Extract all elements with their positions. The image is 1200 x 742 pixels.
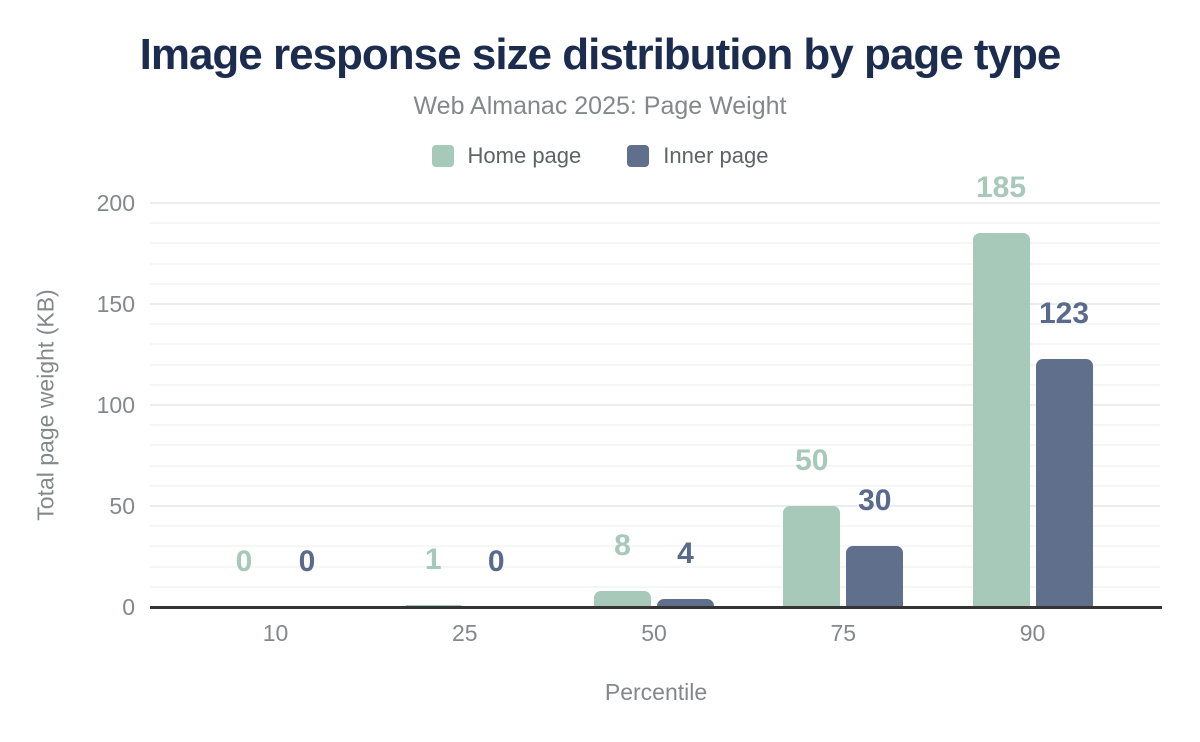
gridline-50 xyxy=(150,505,1160,507)
chart-title: Image response size distribution by page… xyxy=(139,30,1062,79)
gridline-60 xyxy=(150,484,1160,487)
value-label-inner-page-p25: 0 xyxy=(487,545,505,578)
x-axis-labels: 10 25 50 75 90 xyxy=(150,620,1162,648)
gridline-180 xyxy=(150,242,1160,245)
legend: Home page Inner page xyxy=(0,143,1200,169)
gridline-170 xyxy=(150,262,1160,265)
y-axis-labels: 0 50 100 150 200 xyxy=(0,192,135,619)
value-label-home-page-p50: 8 xyxy=(614,528,631,562)
gridline-90 xyxy=(150,424,1160,427)
home-page-swatch-icon xyxy=(431,145,454,167)
value-label-home-page-p90: 185 xyxy=(975,171,1027,205)
y-tick-label-50: 50 xyxy=(109,493,135,519)
value-label-home-page-p25: 1 xyxy=(424,542,442,576)
x-tick-label-75: 75 xyxy=(830,620,857,646)
value-label-inner-page-p10: 0 xyxy=(298,545,316,578)
legend-item-inner-page: Inner page xyxy=(627,143,768,169)
gridline-70 xyxy=(150,464,1160,467)
y-tick-label-100: 100 xyxy=(96,392,135,418)
y-tick-label-200: 200 xyxy=(96,190,135,216)
x-tick-label-90: 90 xyxy=(1019,620,1046,646)
gridline-140 xyxy=(150,323,1160,326)
x-axis-line xyxy=(150,606,1162,609)
value-label-inner-page-p90: 123 xyxy=(1038,296,1090,330)
bar-inner-page-p50[interactable] xyxy=(657,598,714,607)
y-tick-label-150: 150 xyxy=(96,291,135,317)
bar-home-page-p75[interactable] xyxy=(783,506,841,607)
bar-home-page-p90[interactable] xyxy=(972,233,1030,607)
chart-subtitle: Web Almanac 2025: Page Weight xyxy=(413,92,787,120)
value-label-home-page-p10: 0 xyxy=(235,545,253,578)
x-tick-label-50: 50 xyxy=(641,620,667,646)
gridline-120 xyxy=(150,363,1160,366)
gridline-20 xyxy=(150,565,1160,568)
bar-inner-page-p90[interactable] xyxy=(1035,358,1093,607)
gridline-80 xyxy=(150,444,1160,447)
gridline-160 xyxy=(150,282,1160,285)
gridline-130 xyxy=(150,343,1160,346)
bar-home-page-p25[interactable] xyxy=(404,604,462,607)
bar-home-page-p50[interactable] xyxy=(594,590,651,607)
gridline-30 xyxy=(150,545,1160,548)
plot-area: 0 0 1 0 8 4 50 30 185 123 xyxy=(150,173,1162,609)
bar-inner-page-p75[interactable] xyxy=(846,546,904,607)
y-tick-label-0: 0 xyxy=(122,594,135,620)
x-axis-title: Percentile xyxy=(604,679,708,705)
gridline-190 xyxy=(150,222,1160,225)
gridline-100 xyxy=(150,404,1160,406)
gridline-200 xyxy=(150,202,1160,204)
x-tick-label-25: 25 xyxy=(451,620,478,646)
legend-item-home-page: Home page xyxy=(431,143,582,169)
gridline-40 xyxy=(150,525,1160,528)
gridline-110 xyxy=(150,383,1160,386)
inner-page-swatch-icon xyxy=(627,145,650,167)
x-tick-label-10: 10 xyxy=(262,620,289,646)
value-label-inner-page-p75: 30 xyxy=(858,484,892,518)
gridline-150 xyxy=(150,303,1160,305)
value-label-home-page-p75: 50 xyxy=(795,444,829,477)
value-label-inner-page-p50: 4 xyxy=(677,536,694,570)
legend-label-inner-page: Inner page xyxy=(663,143,769,168)
legend-label-home-page: Home page xyxy=(467,143,582,168)
gridline-10 xyxy=(150,585,1160,588)
